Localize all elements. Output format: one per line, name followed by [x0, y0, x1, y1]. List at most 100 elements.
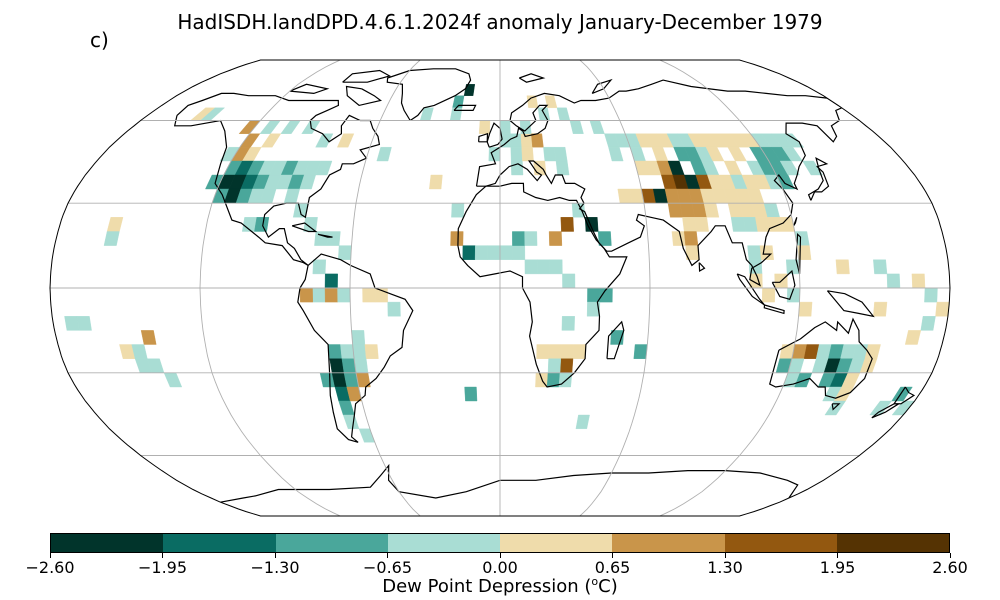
anomaly-cell: [935, 301, 950, 317]
coastline: [220, 463, 799, 503]
anomaly-cell: [336, 133, 355, 148]
map-boundary: [49, 59, 951, 517]
colorbar-tick-label: 0.65: [594, 558, 631, 577]
anomaly-cell: [488, 147, 501, 162]
anomaly-cell: [683, 231, 699, 246]
anomaly-cell: [499, 120, 511, 134]
anomaly-cell: [521, 147, 534, 162]
anomaly-cell: [337, 245, 352, 260]
anomaly-cell: [429, 174, 443, 190]
anomaly-cell: [254, 217, 270, 232]
anomaly-cell: [747, 245, 762, 260]
anomaly-cell: [238, 120, 261, 134]
colorbar-label: Dew Point Depression (oC): [0, 575, 1000, 597]
colorbar-tick-mark: [724, 553, 726, 558]
anomaly-cell: [560, 344, 574, 359]
anomaly-cell: [487, 245, 501, 260]
anomaly-cell: [730, 217, 746, 232]
anomaly-cell: [312, 287, 326, 303]
anomaly-cell: [779, 160, 800, 176]
anomaly-cell: [106, 217, 124, 232]
coastline: [345, 85, 382, 107]
anomaly-cell: [781, 133, 805, 148]
anomaly-cell: [327, 344, 343, 359]
anomaly-cell: [547, 358, 562, 373]
colorbar-tick-mark: [274, 553, 276, 558]
anomaly-cell: [510, 133, 522, 148]
anomaly-cell: [463, 84, 476, 96]
coastline: [795, 232, 802, 275]
graticule-meridian: [659, 60, 801, 516]
anomaly-cell: [324, 287, 338, 303]
anomaly-cell: [512, 231, 526, 246]
anomaly-cell: [608, 147, 624, 162]
anomaly-cell: [759, 245, 774, 260]
anomaly-cell: [315, 160, 333, 176]
anomaly-cell: [351, 330, 366, 345]
anomaly-cell: [341, 358, 357, 373]
anomaly-cell: [362, 287, 376, 303]
anomaly-cell: [299, 287, 314, 303]
anomaly-cell: [835, 259, 850, 275]
anomaly-cell: [549, 259, 563, 275]
anomaly-cell: [524, 231, 538, 246]
anomaly-cell: [315, 133, 334, 148]
colorbar-segment: [612, 534, 725, 552]
anomaly-cell: [140, 330, 157, 345]
colorbar-tick-label: −1.95: [137, 558, 188, 577]
anomaly-cell: [299, 174, 316, 190]
anomaly-cell: [727, 147, 747, 162]
anomaly-cell: [597, 231, 612, 246]
anomaly-cell: [761, 287, 776, 303]
anomaly-cell: [280, 120, 301, 134]
anomaly-cell: [312, 259, 327, 275]
anomaly-cell: [555, 160, 570, 176]
colorbar-tick-label: 2.60: [932, 558, 968, 577]
colorbar-segment: [500, 534, 613, 552]
anomaly-cell: [575, 414, 590, 429]
anomaly-cell: [572, 344, 587, 359]
anomaly-cell: [869, 400, 893, 416]
anomaly-cell: [352, 344, 367, 359]
anomaly-cell: [524, 259, 538, 275]
colorbar-segment: [387, 534, 500, 552]
colorbar-label-sup: o: [591, 575, 599, 588]
anomaly-cell: [163, 372, 183, 388]
colorbar-segment: [275, 534, 388, 552]
coastline: [826, 290, 875, 318]
coastline: [591, 78, 613, 94]
anomaly-cell: [682, 217, 697, 232]
coastline: [291, 222, 318, 233]
anomaly-cell: [694, 217, 709, 232]
anomaly-cell: [260, 133, 282, 148]
anomaly-cell: [337, 287, 351, 303]
anomaly-cell: [589, 120, 605, 134]
colorbar-tick-label: −1.30: [250, 558, 300, 577]
anomaly-cell: [562, 273, 576, 289]
colorbar-tick-mark: [949, 553, 951, 558]
coastline: [475, 79, 844, 287]
graticule-meridian: [349, 60, 421, 516]
colorbar-tick-label: 1.95: [819, 558, 856, 577]
anomaly-cell: [326, 231, 341, 246]
anomaly-cell: [924, 287, 938, 303]
anomaly-cell: [671, 231, 686, 246]
anomaly-cell: [239, 133, 261, 148]
anomaly-cell: [387, 301, 401, 317]
anomaly-cell: [569, 120, 584, 134]
anomaly-cell: [560, 217, 574, 232]
anomaly-cells: [64, 84, 950, 443]
anomaly-cell: [510, 147, 523, 162]
anomaly-cell: [64, 316, 80, 331]
anomaly-cell: [802, 160, 823, 176]
colorbar-tick-mark: [162, 553, 163, 558]
anomaly-cell: [450, 231, 464, 246]
anomaly-cell: [723, 160, 743, 176]
coastline: [317, 233, 333, 238]
coastline: [606, 320, 625, 360]
anomaly-cell: [536, 344, 550, 359]
graticule-meridian: [579, 60, 651, 516]
anomaly-cell: [338, 400, 355, 416]
colorbar-label-suffix: C): [598, 576, 618, 597]
anomaly-cell: [76, 316, 92, 331]
